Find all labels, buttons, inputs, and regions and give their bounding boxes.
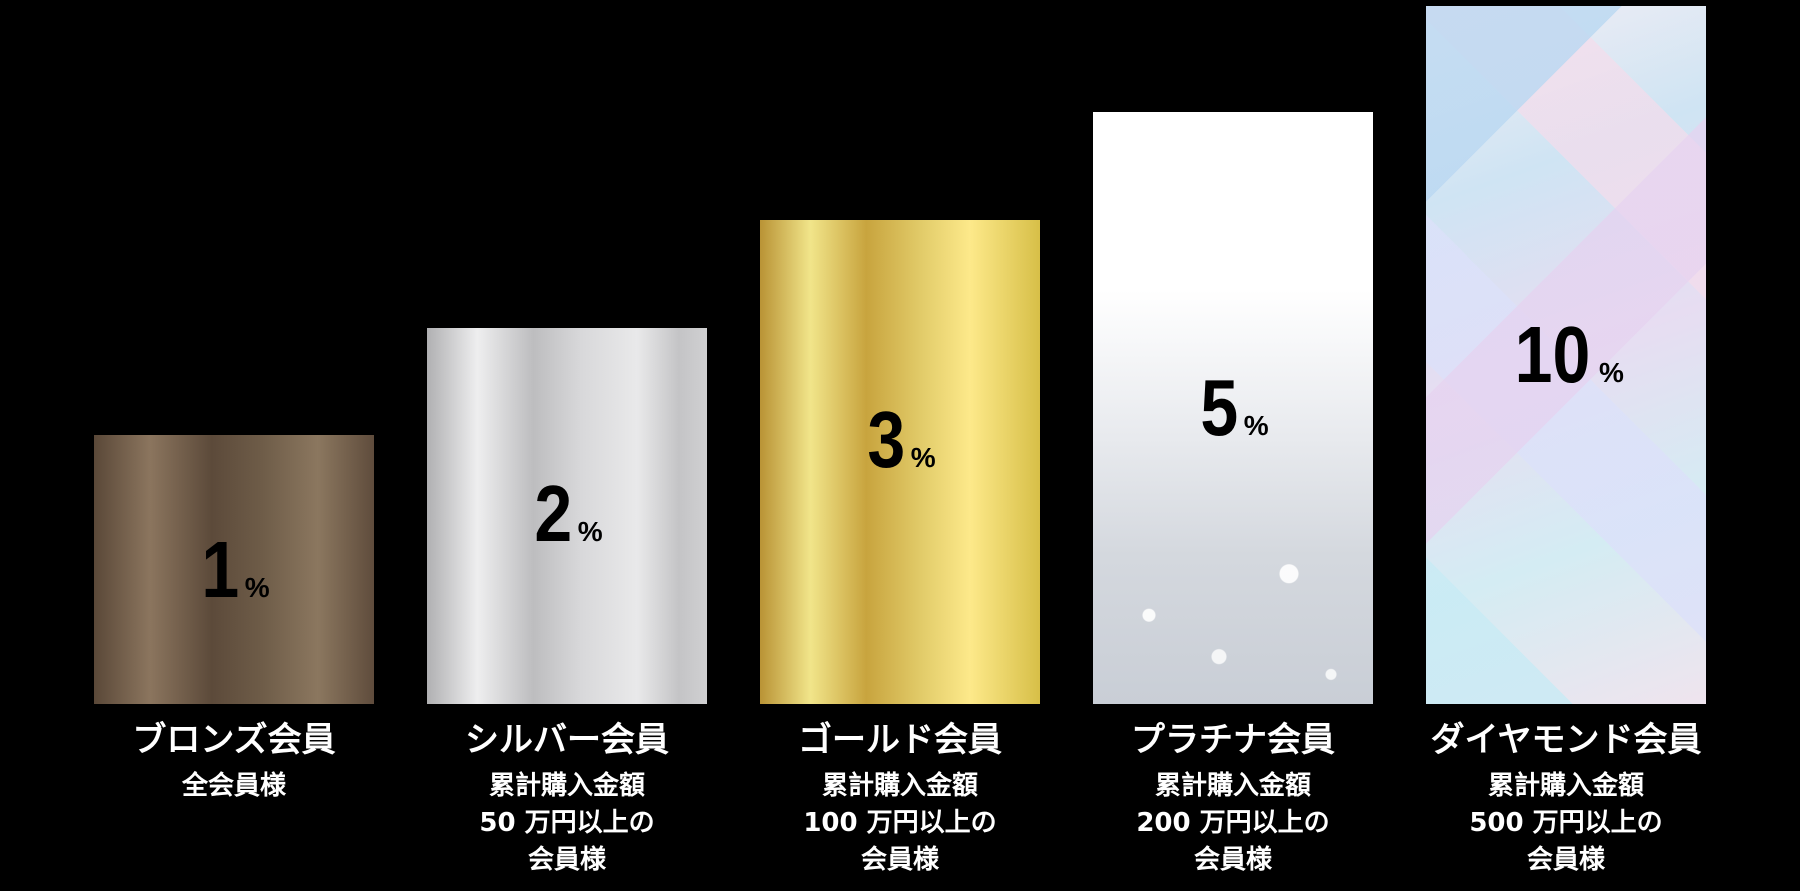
data-label: 3% xyxy=(864,395,936,484)
bar-silver: 2% xyxy=(427,328,707,704)
tier-label: ダイヤモンド会員累計購入金額 500 万円以上の 会員様 xyxy=(1396,718,1736,879)
value-number: 10 xyxy=(1514,310,1591,399)
tier-condition: 500 万円以上の xyxy=(1469,808,1663,838)
bar-bronze: 1% xyxy=(94,435,374,704)
tier-condition: 100 万円以上の xyxy=(803,808,997,838)
tier-name: ブロンズ会員 xyxy=(132,720,336,760)
value-number: 1 xyxy=(201,524,240,614)
data-label: 2% xyxy=(531,469,603,558)
tier-condition: 累計購入金額 xyxy=(1487,771,1644,801)
tier-label: ゴールド会員累計購入金額 100 万円以上の 会員様 xyxy=(730,718,1070,879)
percent-sign: % xyxy=(910,442,936,473)
tier-condition: 会員様 xyxy=(527,845,606,875)
tier-condition: 会員様 xyxy=(860,845,939,875)
tier-name: ゴールド会員 xyxy=(798,720,1002,760)
bar-gold: 3% xyxy=(760,220,1040,704)
tier-condition: 50 万円以上の xyxy=(479,808,655,838)
tier-name: シルバー会員 xyxy=(465,720,669,760)
bar-platinum: 5% xyxy=(1093,112,1373,704)
tier-label: シルバー会員累計購入金額 50 万円以上の 会員様 xyxy=(397,718,737,879)
data-label: 10% xyxy=(1508,315,1624,395)
tier-condition: 会員様 xyxy=(1526,845,1605,875)
tier-name: ダイヤモンド会員 xyxy=(1430,720,1702,760)
tier-condition: 累計購入金額 xyxy=(1154,771,1311,801)
value-number: 3 xyxy=(867,395,906,484)
tier-condition: 会員様 xyxy=(1193,845,1272,875)
value-number: 2 xyxy=(534,469,573,558)
tier-condition: 累計購入金額 xyxy=(821,771,978,801)
tier-label: ブロンズ会員全会員様 xyxy=(64,718,404,805)
tier-name: プラチナ会員 xyxy=(1131,720,1335,760)
data-label: 1% xyxy=(198,524,270,614)
tier-condition: 200 万円以上の xyxy=(1136,808,1330,838)
tier-label: プラチナ会員累計購入金額 200 万円以上の 会員様 xyxy=(1063,718,1403,879)
tier-condition: 累計購入金額 xyxy=(488,771,645,801)
data-label: 5% xyxy=(1197,363,1269,452)
percent-sign: % xyxy=(1599,357,1624,388)
value-number: 5 xyxy=(1200,363,1239,452)
bar-diamond: 10% xyxy=(1426,6,1706,704)
percent-sign: % xyxy=(244,571,270,603)
percent-sign: % xyxy=(577,516,603,547)
percent-sign: % xyxy=(1243,410,1269,441)
tier-condition: 全会員様 xyxy=(181,771,286,801)
